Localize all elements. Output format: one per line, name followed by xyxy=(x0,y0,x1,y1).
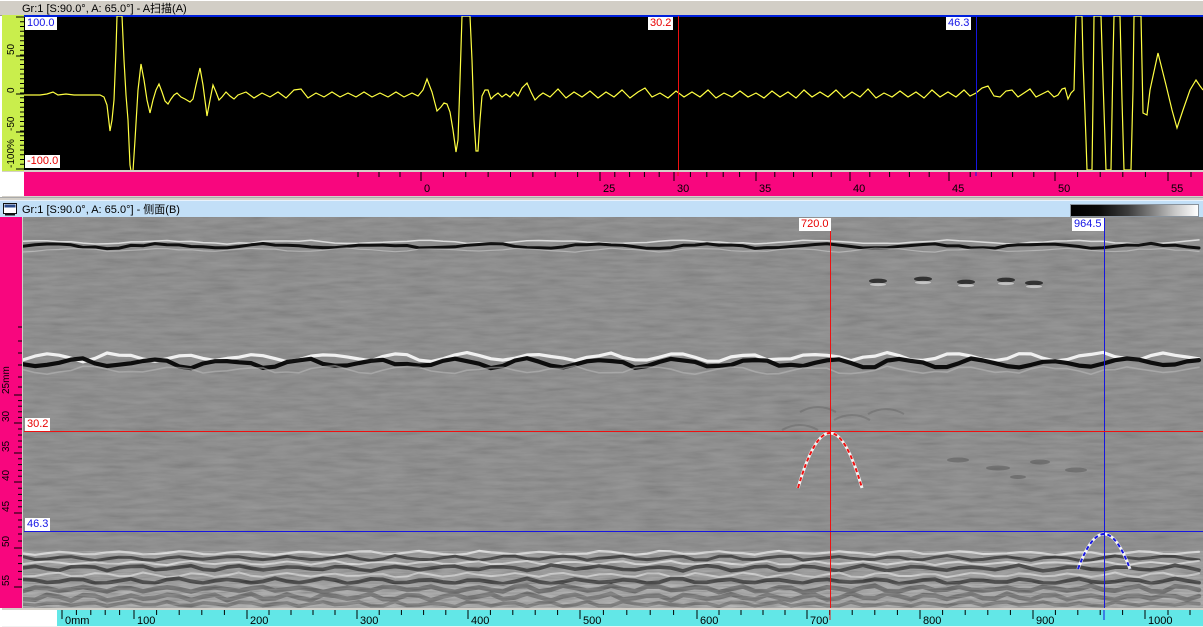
indication-smudge xyxy=(1030,459,1050,465)
ruler-label: 50 xyxy=(1,535,12,547)
backwall-noise-2 xyxy=(23,584,1203,608)
ruler-label: 35 xyxy=(1,440,12,452)
ascan-title: Gr:1 [S:90.0°, A: 65.0°] - A扫描(A) xyxy=(22,3,187,15)
ascan-blue-cursor-value: 46.3 xyxy=(946,17,972,30)
indication-smudge xyxy=(947,457,969,463)
ruler-label: 45 xyxy=(952,183,964,195)
bscan-depth-ruler[interactable]: 25mm 30 35 40 45 50 55 xyxy=(0,217,22,608)
bscan-window: Gr:1 [S:90.0°, A: 65.0°] - 侧面(B) 25mm 30 3… xyxy=(0,200,1203,627)
ruler-label: 300 xyxy=(360,615,378,626)
indication-highlight xyxy=(1026,284,1042,289)
ascan-top-border xyxy=(24,15,1203,17)
ruler-label: 0 xyxy=(6,87,17,93)
ruler-label: 900 xyxy=(1036,615,1054,626)
bscan-blue-scan-value: 964.5 xyxy=(1072,218,1104,231)
window-icon xyxy=(3,203,17,216)
indication-smudge xyxy=(1010,475,1026,479)
ascan-plot-area[interactable]: 100.0 -100.0 30.2 46.3 xyxy=(24,15,1203,170)
ghost-arc xyxy=(833,414,871,421)
ruler-label: 45 xyxy=(1,500,12,512)
ruler-label: 0mm xyxy=(65,615,89,626)
echo-band xyxy=(23,364,1200,376)
ruler-label: 100 xyxy=(137,615,155,626)
ascan-red-cursor-value: 30.2 xyxy=(648,17,674,30)
ruler-label: 1000 xyxy=(1148,615,1172,626)
ruler-label: 600 xyxy=(700,615,718,626)
ruler-label: 25mm xyxy=(1,366,12,394)
bscan-speckle-noise xyxy=(23,217,1203,608)
indication-highlight xyxy=(998,281,1014,286)
ascan-amplitude-ruler[interactable]: 50 0 -50 -100% xyxy=(2,15,24,171)
ruler-label: 30 xyxy=(677,183,689,195)
palette-gradient-bar xyxy=(1070,204,1199,217)
bscan-image xyxy=(23,217,1203,608)
indication-smudge xyxy=(1065,467,1087,473)
indication-blob xyxy=(914,276,932,282)
ruler-label: 0 xyxy=(424,183,430,195)
ruler-label: 40 xyxy=(853,183,865,195)
ruler-label: 700 xyxy=(810,615,828,626)
indication-blob xyxy=(997,277,1015,283)
ruler-label: -50 xyxy=(6,116,17,131)
ruler-label: 400 xyxy=(471,615,489,626)
indication-blob xyxy=(1025,280,1043,286)
ghost-arc xyxy=(867,408,905,415)
ruler-label: 800 xyxy=(923,615,941,626)
bscan-scan-axis-ruler[interactable]: 0mm 100 200 300 400 500 600 700 800 900 1000 xyxy=(57,610,1203,626)
ruler-label: 55 xyxy=(1171,183,1183,195)
indication-blob xyxy=(957,279,975,285)
ghost-arc xyxy=(781,424,819,431)
bscan-red-depth-cursor[interactable] xyxy=(24,431,1203,432)
ghost-arc xyxy=(799,406,837,413)
bscan-blue-depth-value: 46.3 xyxy=(25,518,51,531)
bscan-title: Gr:1 [S:90.0°, A: 65.0°] - 侧面(B) xyxy=(22,204,180,216)
ascan-waveform-trace xyxy=(24,16,1203,170)
indication-blob xyxy=(869,278,887,284)
ruler-label: 30 xyxy=(1,410,12,422)
bscan-blue-depth-cursor[interactable] xyxy=(24,531,1203,532)
ascan-waveform xyxy=(24,16,1203,170)
bscan-plot-area[interactable]: 720.0 964.5 30.2 46.3 xyxy=(23,217,1203,608)
ruler-label: 25 xyxy=(603,183,615,195)
echo-band xyxy=(23,241,1201,251)
ascan-max-range-label: 100.0 xyxy=(25,17,57,30)
bscan-red-scan-cursor[interactable] xyxy=(830,218,831,608)
ruler-label: 55 xyxy=(1,574,12,586)
ascan-depth-ruler[interactable]: 0 25 30 35 40 45 50 55 xyxy=(24,172,1203,196)
ascan-titlebar[interactable]: Gr:1 [S:90.0°, A: 65.0°] - A扫描(A) xyxy=(0,0,1203,16)
indication-smudge xyxy=(986,465,1010,471)
indication-highlight xyxy=(915,280,931,285)
ruler-label: 35 xyxy=(759,183,771,195)
echo-band xyxy=(23,356,1202,371)
ascan-min-range-label: -100.0 xyxy=(25,155,61,168)
ruler-label: -100% xyxy=(6,139,17,168)
ruler-label: 50 xyxy=(1058,183,1070,195)
bscan-red-depth-value: 30.2 xyxy=(25,418,51,431)
indication-highlight xyxy=(958,283,974,288)
ruler-label: 50 xyxy=(6,43,17,55)
ascan-red-depth-cursor[interactable] xyxy=(678,16,679,170)
bscan-ruler-corner xyxy=(0,610,57,626)
ruler-label: 200 xyxy=(250,615,268,626)
window-separator xyxy=(0,197,1203,201)
bscan-titlebar[interactable]: Gr:1 [S:90.0°, A: 65.0°] - 侧面(B) xyxy=(0,200,1203,218)
ascan-ruler-corner xyxy=(0,172,24,196)
ascan-window: Gr:1 [S:90.0°, A: 65.0°] - A扫描(A) 50 0 -50… xyxy=(0,0,1203,199)
bscan-red-scan-value: 720.0 xyxy=(799,218,831,231)
bscan-blue-scan-cursor[interactable] xyxy=(1104,218,1105,608)
ascan-blue-depth-cursor[interactable] xyxy=(976,16,977,170)
ruler-label: 40 xyxy=(1,469,12,481)
ruler-label: 500 xyxy=(583,615,601,626)
echo-band xyxy=(23,247,1200,253)
indication-highlight xyxy=(870,282,886,287)
